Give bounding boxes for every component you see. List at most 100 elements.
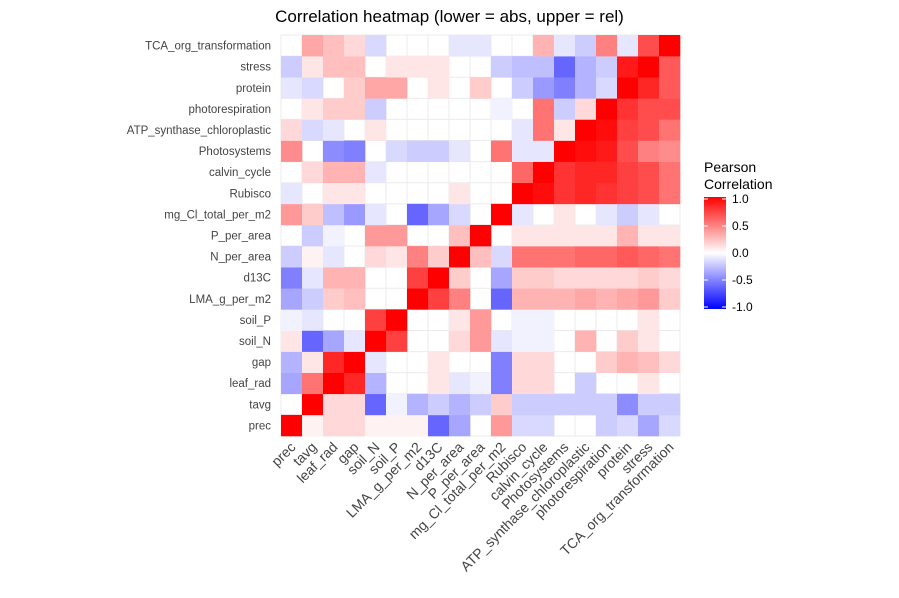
heatmap-cell-prec-soil_P xyxy=(386,414,408,437)
heatmap-cell-gap-leaf_rad xyxy=(323,351,345,373)
heatmap-cell-prec-prec xyxy=(281,414,303,437)
heatmap-cell-tavg-gap xyxy=(344,393,366,416)
heatmap-cell-P_per_area-ATP_synthase_chloroplastic xyxy=(575,224,597,247)
heatmap-cell-Rubisco-stress xyxy=(638,182,660,205)
heatmap-cell-photorespiration-tavg xyxy=(302,98,324,120)
heatmap-cell-soil_N-Rubisco xyxy=(512,330,534,352)
heatmap-cell-gap-stress xyxy=(638,351,660,373)
heatmap-cell-Rubisco-calvin_cycle xyxy=(533,182,555,205)
heatmap-cell-P_per_area-stress xyxy=(638,224,660,247)
heatmap-cell-soil_P-Rubisco xyxy=(512,309,534,331)
heatmap-cell-Photosystems-ATP_synthase_chloroplastic xyxy=(575,140,597,162)
heatmap-cell-stress-ATP_synthase_chloroplastic xyxy=(575,56,597,78)
heatmap-cell-Rubisco-prec xyxy=(281,182,303,205)
heatmap-cell-P_per_area-tavg xyxy=(302,224,324,247)
heatmap-cell-P_per_area-Photosystems xyxy=(554,224,576,247)
heatmap-cell-gap-calvin_cycle xyxy=(533,351,555,373)
heatmap-cell-TCA_org_transformation-ATP_synthase_chloroplastic xyxy=(575,35,597,57)
legend-title-line-1: Pearson xyxy=(704,159,756,175)
heatmap-cell-d13C-photorespiration xyxy=(596,267,618,289)
heatmap-cell-calvin_cycle-calvin_cycle xyxy=(533,161,555,184)
heatmap-cell-LMA_g_per_m2-LMA_g_per_m2 xyxy=(407,288,429,310)
heatmap-cell-ATP_synthase_chloroplastic-ATP_synthase_chloroplastic xyxy=(575,119,597,141)
heatmap-cell-ATP_synthase_chloroplastic-leaf_rad xyxy=(323,119,345,141)
heatmap-cell-P_per_area-calvin_cycle xyxy=(533,224,555,247)
heatmap-cell-calvin_cycle-Rubisco xyxy=(512,161,534,184)
heatmap-cell-stress-soil_P xyxy=(386,56,408,78)
heatmap-cell-soil_N-soil_N xyxy=(365,330,387,352)
heatmap-cell-prec-leaf_rad xyxy=(323,414,345,437)
heatmap-cell-Rubisco-photorespiration xyxy=(596,182,618,205)
heatmap-cell-protein-Rubisco xyxy=(512,77,534,99)
heatmap-cell-tavg-calvin_cycle xyxy=(533,393,555,416)
heatmap-cell-calvin_cycle-ATP_synthase_chloroplastic xyxy=(575,161,597,184)
heatmap-cell-prec-photorespiration xyxy=(596,414,618,437)
heatmap-cell-LMA_g_per_m2-d13C xyxy=(428,288,450,310)
heatmap-cell-LMA_g_per_m2-protein xyxy=(617,288,639,310)
heatmap-cell-LMA_g_per_m2-ATP_synthase_chloroplastic xyxy=(575,288,597,310)
heatmap-cell-tavg-N_per_area xyxy=(449,393,471,416)
heatmap-cell-stress-protein xyxy=(617,56,639,78)
heatmap-cell-leaf_rad-prec xyxy=(281,372,303,395)
heatmap-cell-prec-soil_N xyxy=(365,414,387,437)
heatmap-cell-ATP_synthase_chloroplastic-Photosystems xyxy=(554,119,576,141)
y-tick-label-TCA_org_transformation: TCA_org_transformation xyxy=(145,41,271,53)
heatmap-cell-mg_Cl_total_per_m2-protein xyxy=(617,203,639,226)
heatmap-cell-tavg-stress xyxy=(638,393,660,416)
heatmap-cell-soil_P-soil_P xyxy=(386,309,408,331)
heatmap-cell-protein-calvin_cycle xyxy=(533,77,555,99)
heatmap-cell-soil_N-protein xyxy=(617,330,639,352)
heatmap-cell-N_per_area-soil_P xyxy=(386,246,408,268)
heatmap-cell-d13C-N_per_area xyxy=(449,267,471,289)
heatmap-cell-stress-prec xyxy=(281,56,303,78)
heatmap-cell-TCA_org_transformation-TCA_org_transformation xyxy=(659,35,681,57)
heatmap-cell-LMA_g_per_m2-gap xyxy=(344,288,366,310)
heatmap-cell-Photosystems-soil_P xyxy=(386,140,408,162)
heatmap-cell-ATP_synthase_chloroplastic-TCA_org_transformation xyxy=(659,119,681,141)
heatmap-cell-calvin_cycle-protein xyxy=(617,161,639,184)
heatmap-cell-prec-Rubisco xyxy=(512,414,534,437)
y-tick-label-calvin_cycle: calvin_cycle xyxy=(209,167,271,179)
heatmap-cell-soil_N-soil_P xyxy=(386,330,408,352)
heatmap-cell-N_per_area-soil_N xyxy=(365,246,387,268)
heatmap-cell-protein-stress xyxy=(638,77,660,99)
heatmap-cell-Photosystems-d13C xyxy=(428,140,450,162)
heatmap-cell-mg_Cl_total_per_m2-prec xyxy=(281,203,303,226)
heatmap-cell-ATP_synthase_chloroplastic-protein xyxy=(617,119,639,141)
heatmap-cell-mg_Cl_total_per_m2-photorespiration xyxy=(596,203,618,226)
heatmap-cell-N_per_area-photorespiration xyxy=(596,246,618,268)
heatmap-cell-soil_N-tavg xyxy=(302,330,324,352)
heatmap-cell-ATP_synthase_chloroplastic-stress xyxy=(638,119,660,141)
heatmap-cell-tavg-protein xyxy=(617,393,639,416)
y-tick-label-soil_P: soil_P xyxy=(240,315,272,327)
heatmap-cell-ATP_synthase_chloroplastic-Rubisco xyxy=(512,119,534,141)
heatmap-cell-calvin_cycle-photorespiration xyxy=(596,161,618,184)
heatmap-cell-TCA_org_transformation-tavg xyxy=(302,35,324,57)
heatmap-cell-gap-Rubisco xyxy=(512,351,534,373)
heatmap-cell-tavg-TCA_org_transformation xyxy=(659,393,681,416)
heatmap-cell-stress-mg_Cl_total_per_m2 xyxy=(491,56,513,78)
heatmap-cell-protein-TCA_org_transformation xyxy=(659,77,681,99)
heatmap-cell-LMA_g_per_m2-N_per_area xyxy=(449,288,471,310)
heatmap-cell-Photosystems-mg_Cl_total_per_m2 xyxy=(491,140,513,162)
heatmap-cell-protein-P_per_area xyxy=(470,77,492,99)
legend: Pearson Correlation 1.0 0.5 0.0 -0.5 -1.0 xyxy=(704,159,772,314)
heatmap-cell-d13C-Rubisco xyxy=(512,267,534,289)
heatmap-cell-mg_Cl_total_per_m2-soil_N xyxy=(365,203,387,226)
y-tick-label-P_per_area: P_per_area xyxy=(211,231,272,243)
heatmap-cell-Rubisco-protein xyxy=(617,182,639,205)
heatmap-cell-tavg-soil_N xyxy=(365,393,387,416)
heatmap-cell-d13C-leaf_rad xyxy=(323,267,345,289)
heatmap-cell-soil_N-stress xyxy=(638,330,660,352)
heatmap-cell-leaf_rad-stress xyxy=(638,372,660,395)
heatmap-cell-leaf_rad-Rubisco xyxy=(512,372,534,395)
heatmap-cell-calvin_cycle-gap xyxy=(344,161,366,184)
heatmap-cell-ATP_synthase_chloroplastic-photorespiration xyxy=(596,119,618,141)
heatmap-cell-stress-TCA_org_transformation xyxy=(659,56,681,78)
heatmap-cell-leaf_rad-tavg xyxy=(302,372,324,395)
heatmap-cell-tavg-LMA_g_per_m2 xyxy=(407,393,429,416)
y-tick-label-prec: prec xyxy=(249,420,272,432)
heatmap-cell-gap-tavg xyxy=(302,351,324,373)
heatmap-cell-soil_P-soil_N xyxy=(365,309,387,331)
